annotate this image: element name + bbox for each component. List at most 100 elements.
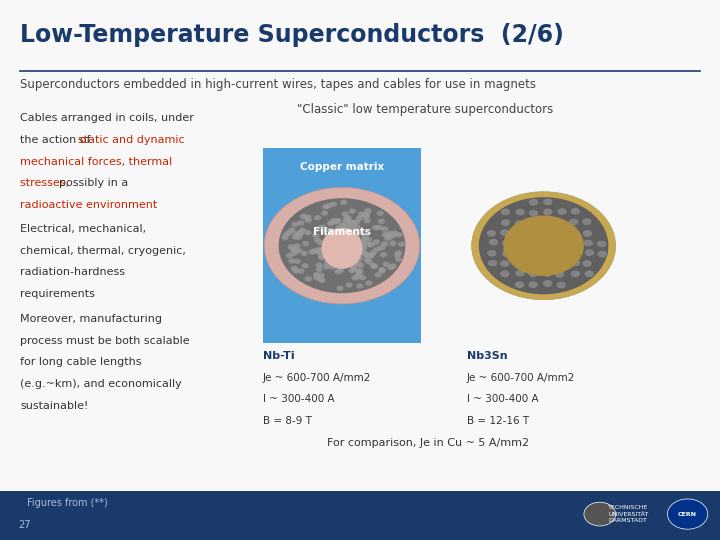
Circle shape (583, 239, 593, 247)
Circle shape (358, 212, 365, 217)
Circle shape (396, 232, 403, 238)
Circle shape (302, 241, 309, 246)
Text: process must be both scalable: process must be both scalable (20, 336, 190, 346)
Circle shape (325, 256, 332, 261)
Circle shape (290, 251, 297, 256)
Circle shape (333, 218, 340, 224)
Circle shape (342, 249, 349, 255)
Circle shape (541, 259, 552, 267)
Circle shape (351, 249, 358, 254)
Circle shape (324, 254, 331, 260)
Circle shape (297, 230, 304, 235)
Circle shape (391, 231, 398, 236)
Circle shape (355, 261, 362, 266)
Text: Copper matrix: Copper matrix (300, 162, 384, 172)
Text: radiation-hardness: radiation-hardness (20, 267, 125, 278)
Circle shape (317, 276, 324, 282)
Circle shape (325, 203, 333, 208)
Circle shape (357, 262, 364, 268)
Circle shape (360, 250, 367, 255)
Circle shape (337, 253, 344, 258)
Circle shape (366, 259, 373, 265)
Circle shape (479, 197, 608, 294)
Circle shape (374, 272, 382, 278)
Circle shape (528, 249, 539, 256)
Circle shape (395, 256, 402, 262)
Circle shape (332, 240, 339, 246)
Circle shape (313, 275, 320, 280)
Circle shape (541, 230, 551, 237)
Circle shape (500, 270, 510, 278)
Circle shape (328, 220, 336, 225)
Text: Je ~ 600-700 A/mm2: Je ~ 600-700 A/mm2 (467, 373, 575, 383)
Circle shape (557, 208, 567, 215)
Circle shape (364, 218, 371, 224)
Circle shape (279, 198, 405, 293)
Circle shape (333, 250, 341, 255)
Circle shape (348, 225, 355, 230)
Circle shape (570, 259, 580, 267)
Circle shape (487, 230, 497, 237)
Circle shape (331, 229, 338, 234)
Circle shape (331, 251, 338, 256)
Circle shape (329, 244, 336, 249)
Circle shape (570, 207, 580, 215)
Circle shape (541, 249, 552, 257)
Circle shape (364, 258, 371, 263)
Circle shape (321, 211, 328, 216)
Circle shape (352, 239, 359, 244)
Bar (0, 491, 720, 540)
Circle shape (346, 248, 354, 253)
Circle shape (356, 269, 363, 275)
Circle shape (543, 198, 553, 206)
Circle shape (472, 192, 616, 300)
Circle shape (514, 260, 524, 268)
Circle shape (584, 270, 594, 278)
Circle shape (356, 268, 363, 273)
Circle shape (384, 235, 391, 241)
Circle shape (359, 241, 366, 246)
Text: For comparison, Je in Cu ~ 5 A/mm2: For comparison, Je in Cu ~ 5 A/mm2 (328, 438, 529, 449)
Circle shape (372, 225, 379, 231)
Circle shape (355, 228, 362, 234)
Circle shape (370, 263, 377, 268)
Circle shape (362, 251, 369, 256)
Circle shape (346, 252, 354, 257)
Circle shape (351, 227, 359, 232)
Circle shape (500, 260, 510, 267)
Circle shape (287, 244, 294, 249)
Circle shape (320, 253, 328, 259)
Circle shape (348, 253, 355, 258)
Text: I ~ 300-400 A: I ~ 300-400 A (263, 394, 334, 404)
Circle shape (336, 286, 343, 291)
Circle shape (382, 261, 390, 267)
Circle shape (349, 238, 356, 243)
Circle shape (346, 282, 353, 288)
Circle shape (503, 215, 584, 276)
Circle shape (325, 244, 332, 249)
Circle shape (327, 221, 334, 226)
Circle shape (345, 253, 352, 258)
Circle shape (555, 238, 565, 246)
Circle shape (360, 246, 367, 251)
Circle shape (351, 244, 359, 249)
Circle shape (356, 284, 363, 289)
Circle shape (348, 241, 355, 246)
Text: Superconductors embedded in high-current wires, tapes and cables for use in magn: Superconductors embedded in high-current… (20, 78, 536, 91)
Circle shape (556, 281, 566, 289)
Circle shape (502, 250, 512, 258)
Circle shape (365, 280, 372, 286)
Text: (e.g.~km), and economically: (e.g.~km), and economically (20, 379, 182, 389)
Circle shape (544, 219, 554, 227)
Circle shape (333, 236, 341, 241)
Circle shape (370, 250, 377, 255)
Circle shape (300, 251, 307, 256)
Circle shape (336, 252, 343, 258)
Circle shape (515, 269, 525, 277)
Circle shape (359, 275, 366, 280)
Text: Cables arranged in coils, under: Cables arranged in coils, under (20, 113, 194, 124)
Circle shape (299, 227, 306, 233)
Text: Filaments: Filaments (313, 227, 371, 237)
Circle shape (342, 254, 349, 259)
Circle shape (305, 218, 312, 223)
